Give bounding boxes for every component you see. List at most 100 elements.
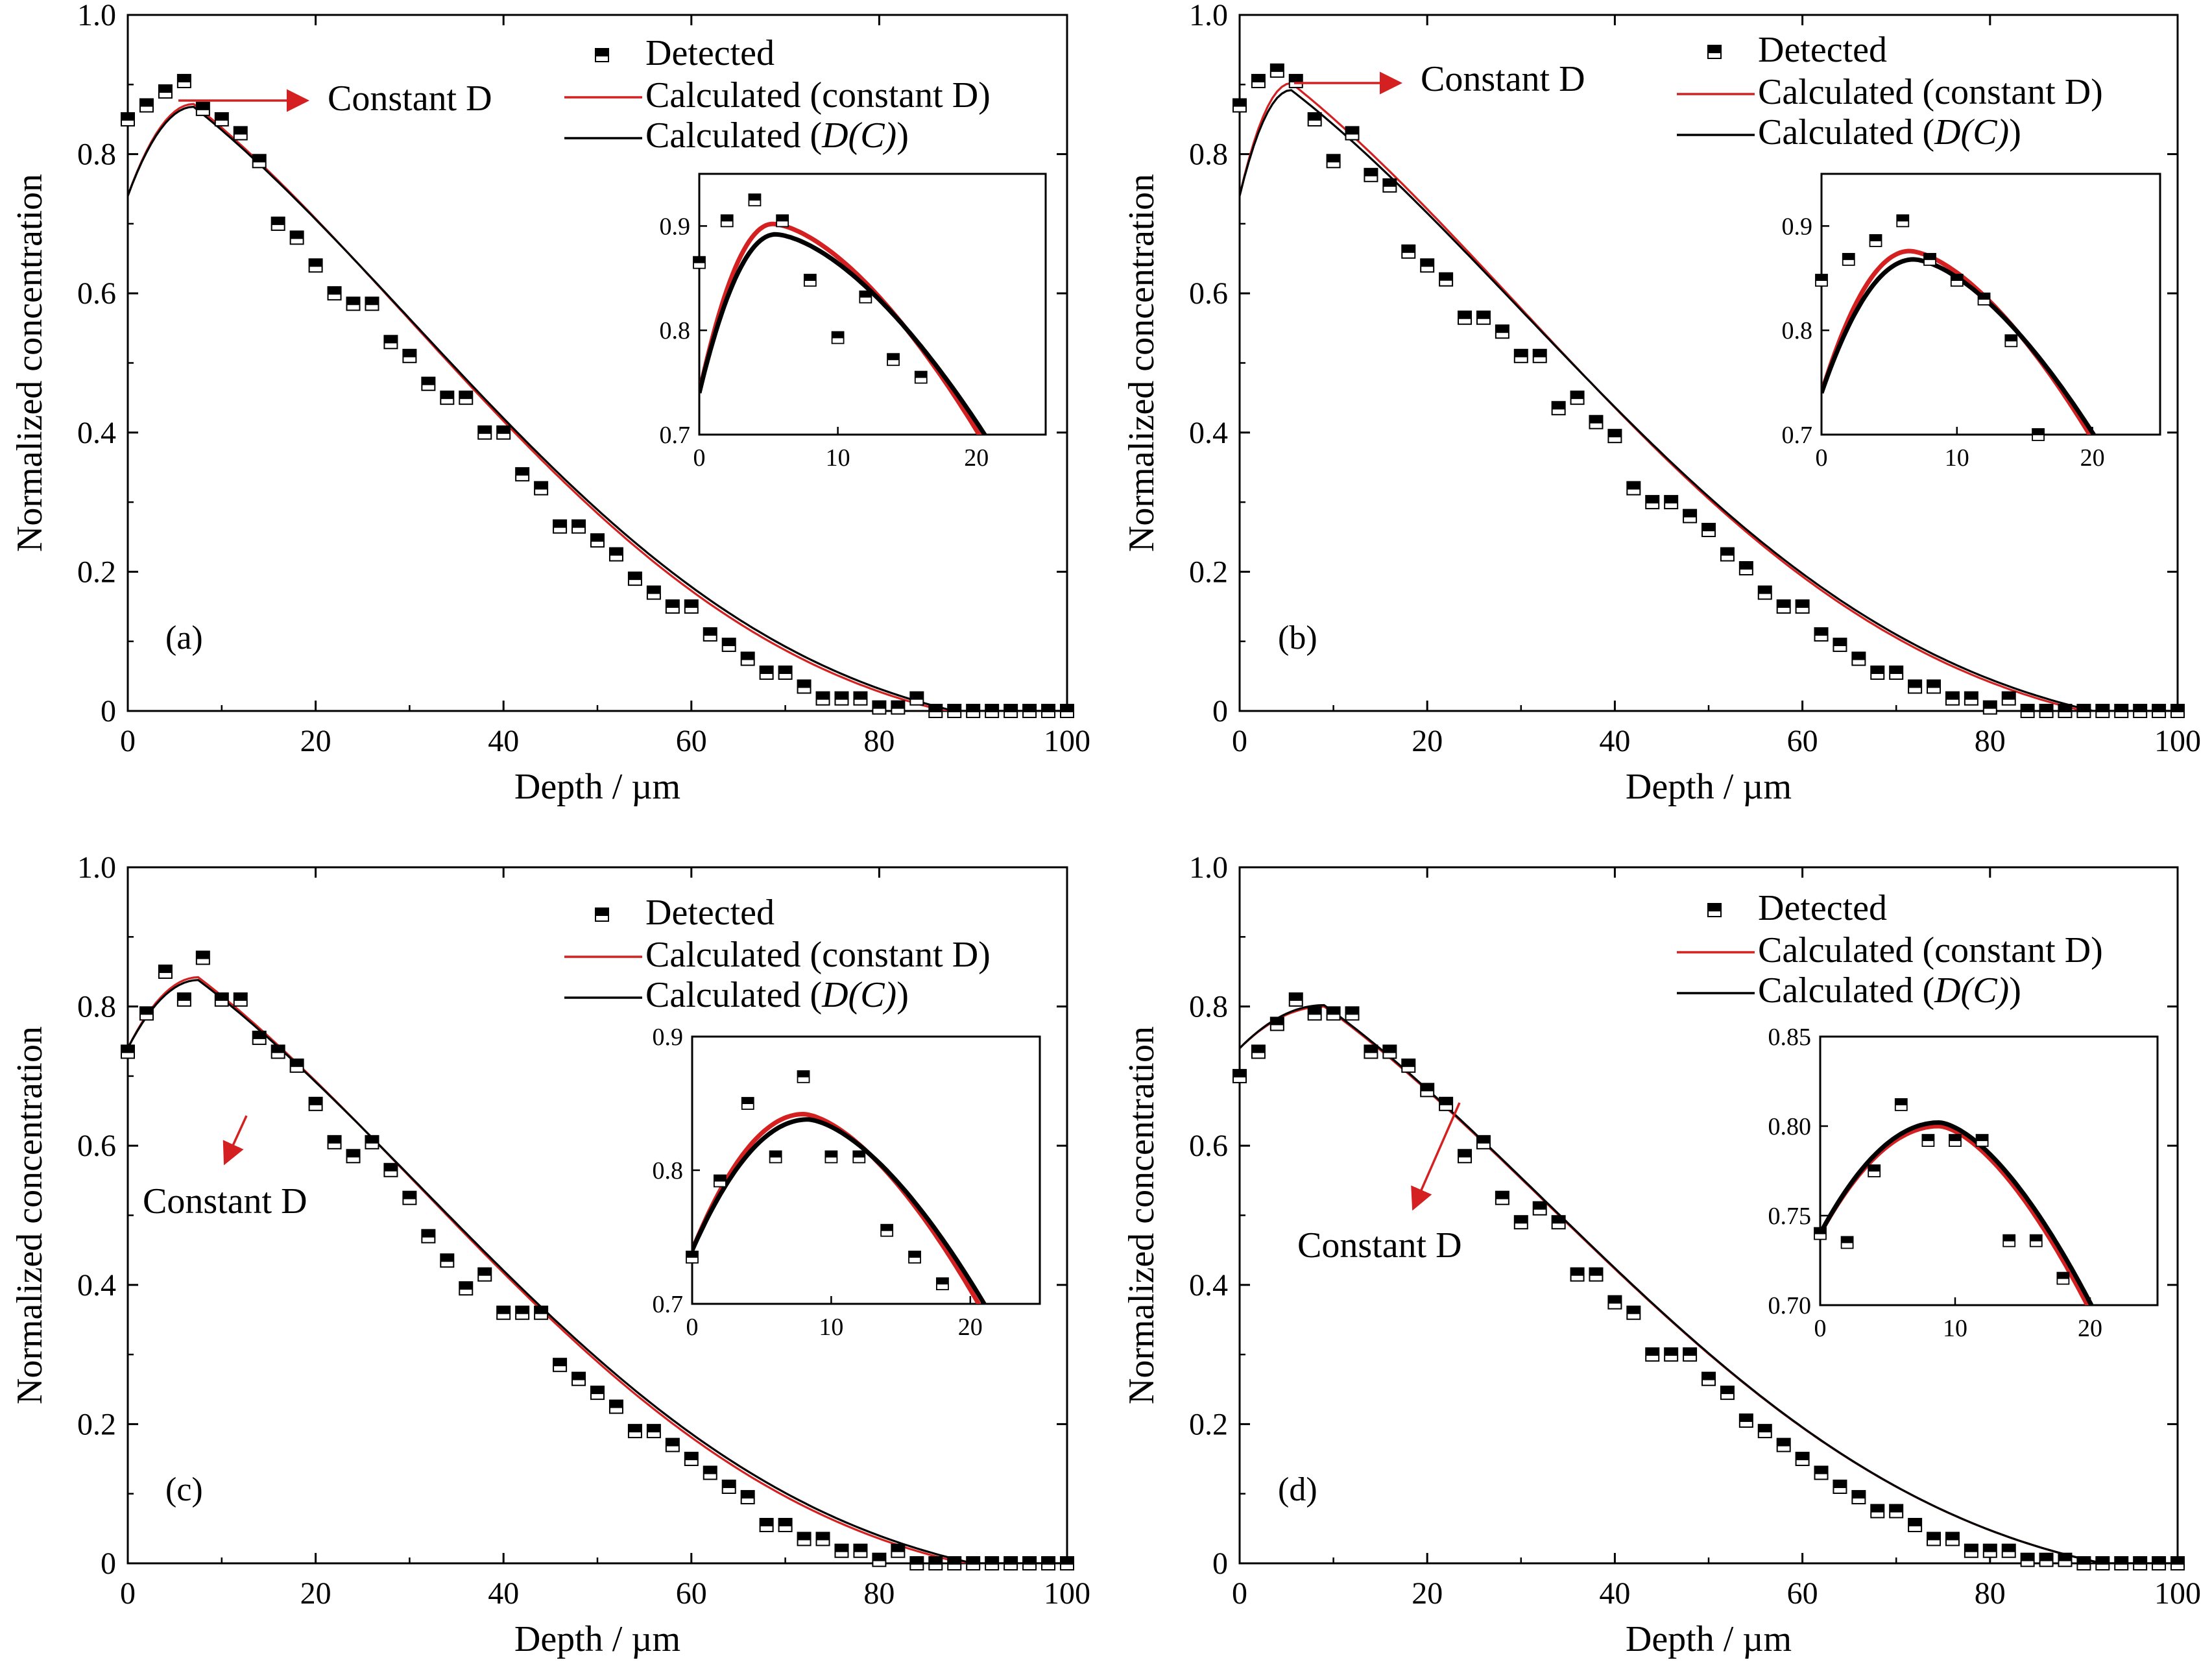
- detected-point: [346, 296, 361, 311]
- detected-point: [665, 599, 680, 614]
- detected-point: [1269, 63, 1284, 78]
- inset-detected-point: [2032, 428, 2045, 441]
- detected-point: [684, 599, 699, 614]
- y-tick-label: 0.6: [1189, 276, 1228, 311]
- legend-detected-label: Detected: [1758, 888, 1887, 928]
- detected-point: [1022, 1556, 1037, 1570]
- inset-detected-point: [914, 370, 928, 384]
- detected-point: [1269, 1016, 1284, 1031]
- inset-y-tick-label: 0.8: [660, 317, 691, 344]
- annotation-arrow: [222, 1115, 248, 1166]
- detected-point: [721, 638, 736, 653]
- detected-point: [2001, 691, 2016, 706]
- inset-x-tick-label: 20: [958, 1314, 983, 1341]
- detected-point: [121, 112, 135, 126]
- detected-point: [1795, 1452, 1810, 1467]
- y-tick-label: 0.8: [1189, 990, 1228, 1024]
- x-tick-label: 80: [1975, 724, 2006, 758]
- y-axis-label: Normalized concentration: [10, 1026, 50, 1404]
- inset-detected-point: [1815, 274, 1828, 287]
- detected-point: [872, 1552, 887, 1567]
- inset-y-tick-label: 0.7: [653, 1291, 684, 1318]
- y-tick-label: 0: [1212, 1546, 1228, 1581]
- detected-point: [2076, 1556, 2091, 1570]
- detected-point: [327, 286, 342, 301]
- x-tick-label: 80: [863, 1576, 895, 1611]
- detected-point: [815, 1532, 830, 1546]
- detected-point: [214, 112, 229, 126]
- detected-point: [308, 258, 323, 273]
- annotation-text: Constant D: [143, 1181, 307, 1221]
- detected-point: [1041, 1556, 1056, 1570]
- y-tick-label: 0.2: [77, 555, 116, 589]
- inset: 0 10 20 0.7 0.8 0.9: [660, 173, 1047, 472]
- detected-point: [270, 1044, 285, 1059]
- detected-point: [1570, 1267, 1585, 1282]
- detected-point: [496, 425, 511, 440]
- detected-point: [1532, 1201, 1547, 1216]
- detected-point: [909, 1556, 924, 1570]
- y-tick-label: 0: [1212, 694, 1228, 728]
- detected-point: [947, 704, 962, 718]
- detected-point: [797, 679, 811, 694]
- annotation-text: Constant D: [1297, 1225, 1462, 1266]
- detected-point: [759, 1517, 774, 1532]
- detected-point: [1288, 73, 1303, 88]
- inset-y-tick-label: 0.8: [1782, 317, 1813, 344]
- detected-point: [1870, 1504, 1885, 1519]
- detected-point: [571, 1371, 586, 1386]
- inset-x-tick-label: 10: [1943, 1315, 1967, 1342]
- inset-x-tick-label: 10: [819, 1314, 843, 1341]
- detected-point: [1908, 1517, 1923, 1532]
- y-tick-label: 1.0: [77, 0, 116, 32]
- x-tick-label: 60: [676, 724, 707, 758]
- detected-point: [121, 1044, 135, 1059]
- inset-y-tick-label: 0.9: [653, 1024, 684, 1051]
- inset-detected-point: [831, 331, 845, 344]
- detected-point: [928, 1556, 943, 1570]
- inset-y-tick-label: 0.7: [660, 422, 691, 449]
- detected-point: [834, 1543, 849, 1558]
- inset-detected-point: [936, 1277, 949, 1290]
- legend-constant-label: Calculated (constant D): [1758, 930, 2103, 970]
- y-tick-label: 0: [101, 694, 116, 728]
- legend-detected-marker: [1707, 45, 1722, 59]
- inset: 0 10 20 0.7 0.8 0.9: [1782, 173, 2161, 472]
- detected-point: [1589, 1267, 1604, 1282]
- detected-point: [778, 665, 793, 680]
- detected-point: [646, 1424, 661, 1439]
- detected-point: [421, 376, 436, 391]
- x-tick-label: 0: [1232, 724, 1247, 758]
- detected-point: [1683, 509, 1698, 523]
- detected-point: [421, 1229, 436, 1244]
- detected-point: [1607, 1295, 1622, 1310]
- detected-point: [2039, 1552, 2054, 1567]
- y-axis-label: Normalized concentration: [1122, 1026, 1162, 1404]
- y-axis-label: Normalized concentration: [1122, 174, 1162, 552]
- detected-point: [383, 1162, 398, 1177]
- y-tick-label: 0.6: [77, 276, 116, 311]
- detected-point: [1889, 1504, 1904, 1519]
- detected-point: [139, 98, 154, 113]
- inset-y-tick-label: 0.9: [660, 213, 691, 240]
- detected-point: [1964, 1543, 1978, 1558]
- detected-point: [270, 216, 285, 231]
- inset-detected-point: [686, 1251, 699, 1264]
- inset-detected-point: [1950, 274, 1964, 287]
- detected-point: [1833, 638, 1847, 653]
- inset-detected-point: [713, 1174, 727, 1188]
- x-tick-label: 80: [863, 724, 895, 758]
- detected-point: [1420, 1083, 1435, 1098]
- detected-point: [1776, 1437, 1791, 1452]
- detected-point: [2020, 704, 2035, 718]
- detected-point: [740, 1490, 755, 1505]
- detected-point: [2058, 1552, 2073, 1567]
- detected-point: [1870, 665, 1885, 680]
- detected-point: [2058, 704, 2073, 718]
- legend-detected-marker: [1707, 903, 1722, 917]
- legend-detected-label: Detected: [645, 33, 775, 73]
- detected-point: [515, 1305, 530, 1320]
- detected-point: [195, 101, 210, 116]
